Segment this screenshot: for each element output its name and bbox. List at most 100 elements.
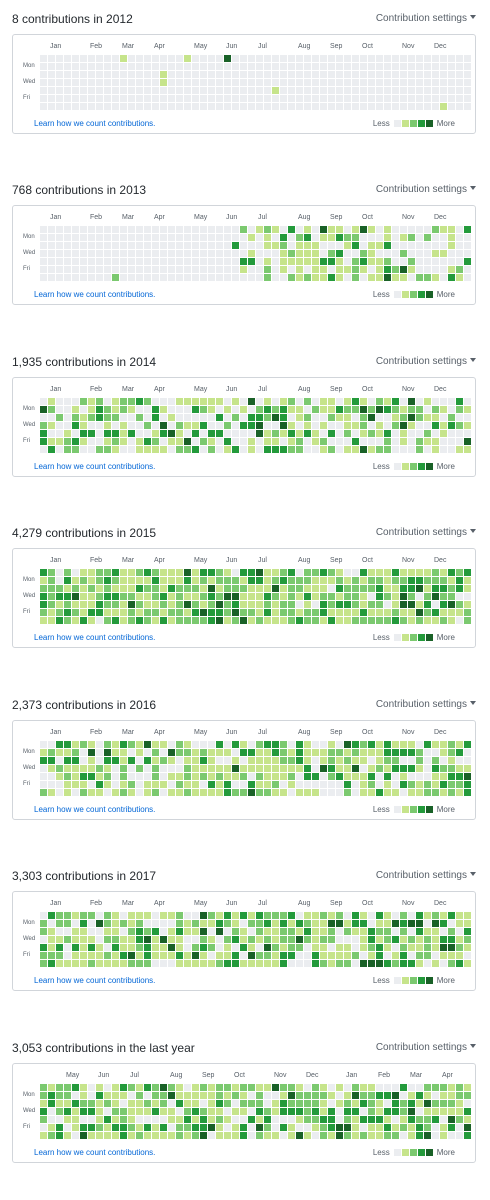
day-cell[interactable]: [368, 593, 375, 600]
day-cell[interactable]: [256, 952, 263, 959]
day-cell[interactable]: [320, 773, 327, 780]
day-cell[interactable]: [120, 789, 127, 796]
day-cell[interactable]: [200, 250, 207, 257]
day-cell[interactable]: [304, 1132, 311, 1139]
day-cell[interactable]: [352, 781, 359, 788]
day-cell[interactable]: [72, 1108, 79, 1115]
day-cell[interactable]: [80, 430, 87, 437]
day-cell[interactable]: [440, 226, 447, 233]
day-cell[interactable]: [280, 912, 287, 919]
day-cell[interactable]: [208, 1092, 215, 1099]
day-cell[interactable]: [296, 773, 303, 780]
day-cell[interactable]: [136, 414, 143, 421]
day-cell[interactable]: [152, 250, 159, 257]
day-cell[interactable]: [48, 422, 55, 429]
day-cell[interactable]: [416, 95, 423, 102]
day-cell[interactable]: [440, 773, 447, 780]
day-cell[interactable]: [448, 757, 455, 764]
day-cell[interactable]: [440, 430, 447, 437]
day-cell[interactable]: [136, 398, 143, 405]
day-cell[interactable]: [232, 773, 239, 780]
day-cell[interactable]: [288, 55, 295, 62]
day-cell[interactable]: [440, 79, 447, 86]
day-cell[interactable]: [144, 952, 151, 959]
day-cell[interactable]: [216, 55, 223, 62]
day-cell[interactable]: [144, 593, 151, 600]
day-cell[interactable]: [448, 422, 455, 429]
day-cell[interactable]: [208, 741, 215, 748]
day-cell[interactable]: [40, 71, 47, 78]
day-cell[interactable]: [48, 577, 55, 584]
day-cell[interactable]: [72, 609, 79, 616]
day-cell[interactable]: [304, 242, 311, 249]
day-cell[interactable]: [368, 1100, 375, 1107]
day-cell[interactable]: [296, 79, 303, 86]
day-cell[interactable]: [128, 601, 135, 608]
day-cell[interactable]: [432, 446, 439, 453]
day-cell[interactable]: [320, 266, 327, 273]
day-cell[interactable]: [344, 414, 351, 421]
day-cell[interactable]: [72, 593, 79, 600]
day-cell[interactable]: [88, 944, 95, 951]
day-cell[interactable]: [376, 242, 383, 249]
day-cell[interactable]: [88, 920, 95, 927]
day-cell[interactable]: [40, 960, 47, 967]
contribution-settings-dropdown[interactable]: Contribution settings: [376, 1042, 476, 1053]
day-cell[interactable]: [280, 234, 287, 241]
day-cell[interactable]: [48, 601, 55, 608]
day-cell[interactable]: [112, 103, 119, 110]
day-cell[interactable]: [464, 749, 471, 756]
day-cell[interactable]: [280, 242, 287, 249]
day-cell[interactable]: [40, 569, 47, 576]
day-cell[interactable]: [152, 920, 159, 927]
day-cell[interactable]: [392, 71, 399, 78]
day-cell[interactable]: [208, 936, 215, 943]
day-cell[interactable]: [264, 741, 271, 748]
day-cell[interactable]: [168, 71, 175, 78]
day-cell[interactable]: [304, 757, 311, 764]
day-cell[interactable]: [48, 781, 55, 788]
day-cell[interactable]: [208, 438, 215, 445]
day-cell[interactable]: [376, 577, 383, 584]
day-cell[interactable]: [392, 1132, 399, 1139]
day-cell[interactable]: [424, 1124, 431, 1131]
day-cell[interactable]: [96, 773, 103, 780]
day-cell[interactable]: [40, 928, 47, 935]
day-cell[interactable]: [368, 55, 375, 62]
day-cell[interactable]: [72, 274, 79, 281]
day-cell[interactable]: [216, 274, 223, 281]
day-cell[interactable]: [408, 585, 415, 592]
day-cell[interactable]: [416, 912, 423, 919]
day-cell[interactable]: [368, 1084, 375, 1091]
day-cell[interactable]: [384, 446, 391, 453]
day-cell[interactable]: [384, 226, 391, 233]
day-cell[interactable]: [432, 741, 439, 748]
day-cell[interactable]: [400, 936, 407, 943]
day-cell[interactable]: [288, 250, 295, 257]
day-cell[interactable]: [96, 952, 103, 959]
day-cell[interactable]: [360, 1116, 367, 1123]
contribution-settings-dropdown[interactable]: Contribution settings: [376, 870, 476, 881]
day-cell[interactable]: [248, 781, 255, 788]
day-cell[interactable]: [392, 617, 399, 624]
day-cell[interactable]: [312, 1092, 319, 1099]
day-cell[interactable]: [88, 1084, 95, 1091]
day-cell[interactable]: [384, 773, 391, 780]
day-cell[interactable]: [336, 741, 343, 748]
day-cell[interactable]: [312, 960, 319, 967]
day-cell[interactable]: [432, 95, 439, 102]
day-cell[interactable]: [384, 920, 391, 927]
day-cell[interactable]: [232, 406, 239, 413]
day-cell[interactable]: [160, 87, 167, 94]
day-cell[interactable]: [408, 601, 415, 608]
day-cell[interactable]: [128, 609, 135, 616]
day-cell[interactable]: [360, 422, 367, 429]
day-cell[interactable]: [168, 250, 175, 257]
day-cell[interactable]: [40, 765, 47, 772]
day-cell[interactable]: [432, 422, 439, 429]
day-cell[interactable]: [312, 234, 319, 241]
day-cell[interactable]: [408, 569, 415, 576]
day-cell[interactable]: [320, 1092, 327, 1099]
day-cell[interactable]: [104, 1116, 111, 1123]
day-cell[interactable]: [376, 266, 383, 273]
